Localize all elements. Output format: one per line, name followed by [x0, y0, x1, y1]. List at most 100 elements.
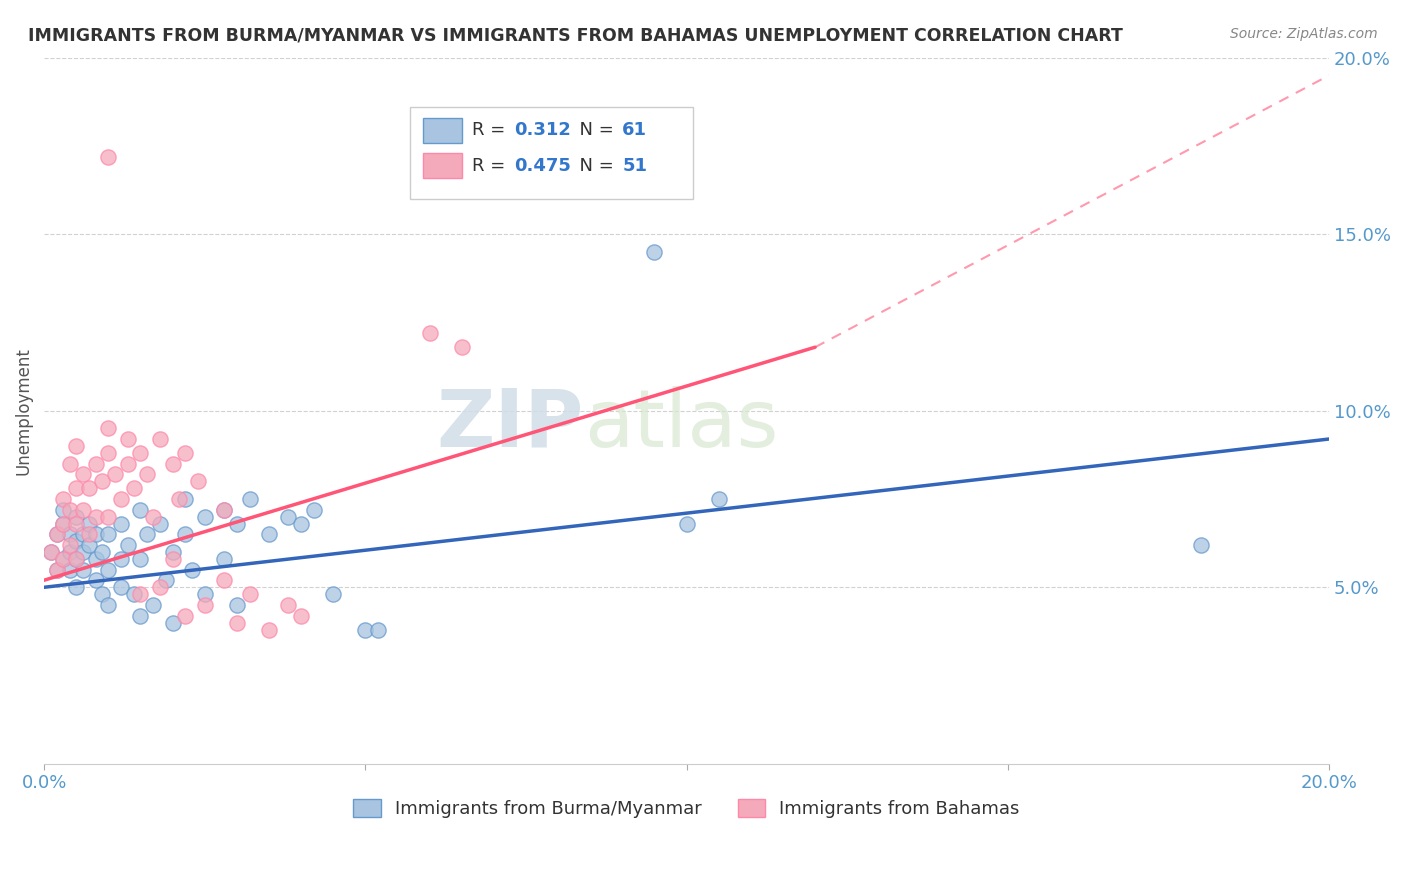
- Point: [162, 457, 184, 471]
- Point: [97, 421, 120, 435]
- Point: [84, 552, 107, 566]
- Point: [129, 502, 152, 516]
- Point: [212, 502, 235, 516]
- Point: [72, 467, 94, 482]
- Text: 61: 61: [623, 121, 647, 139]
- Point: [117, 538, 139, 552]
- Point: [84, 573, 107, 587]
- Text: atlas: atlas: [583, 386, 778, 464]
- Point: [162, 615, 184, 630]
- Point: [59, 563, 82, 577]
- Point: [97, 527, 120, 541]
- Point: [59, 527, 82, 541]
- Point: [167, 491, 190, 506]
- Point: [46, 527, 69, 541]
- Point: [117, 432, 139, 446]
- Point: [97, 598, 120, 612]
- Point: [97, 446, 120, 460]
- Point: [77, 538, 100, 552]
- Point: [110, 552, 132, 566]
- Text: ZIP: ZIP: [437, 386, 583, 464]
- Point: [277, 509, 299, 524]
- Text: 0.312: 0.312: [515, 121, 571, 139]
- Text: R =: R =: [472, 157, 510, 175]
- Point: [52, 552, 75, 566]
- Legend: Immigrants from Burma/Myanmar, Immigrants from Bahamas: Immigrants from Burma/Myanmar, Immigrant…: [346, 791, 1026, 825]
- Y-axis label: Unemployment: Unemployment: [15, 347, 32, 475]
- Text: IMMIGRANTS FROM BURMA/MYANMAR VS IMMIGRANTS FROM BAHAMAS UNEMPLOYMENT CORRELATIO: IMMIGRANTS FROM BURMA/MYANMAR VS IMMIGRA…: [28, 27, 1123, 45]
- Point: [65, 552, 87, 566]
- Point: [174, 608, 197, 623]
- Point: [174, 527, 197, 541]
- Point: [77, 527, 100, 541]
- Point: [91, 545, 114, 559]
- Point: [129, 446, 152, 460]
- Point: [110, 516, 132, 531]
- Point: [91, 475, 114, 489]
- Point: [52, 552, 75, 566]
- Point: [122, 482, 145, 496]
- Text: 51: 51: [623, 157, 647, 175]
- Point: [65, 580, 87, 594]
- Point: [65, 552, 87, 566]
- Point: [129, 608, 152, 623]
- Point: [65, 509, 87, 524]
- Point: [322, 587, 344, 601]
- Point: [77, 516, 100, 531]
- Point: [257, 623, 280, 637]
- Point: [174, 446, 197, 460]
- Point: [97, 563, 120, 577]
- Point: [450, 340, 472, 354]
- Point: [97, 509, 120, 524]
- Point: [367, 623, 389, 637]
- Point: [225, 516, 247, 531]
- Point: [46, 563, 69, 577]
- Text: N =: N =: [568, 157, 620, 175]
- Point: [129, 552, 152, 566]
- Point: [257, 527, 280, 541]
- Text: Source: ZipAtlas.com: Source: ZipAtlas.com: [1230, 27, 1378, 41]
- Point: [180, 563, 202, 577]
- Point: [72, 563, 94, 577]
- Point: [225, 598, 247, 612]
- Point: [84, 457, 107, 471]
- Point: [142, 598, 165, 612]
- Point: [155, 573, 177, 587]
- Point: [239, 587, 262, 601]
- Point: [290, 516, 312, 531]
- Point: [122, 587, 145, 601]
- Point: [135, 467, 157, 482]
- Point: [194, 509, 217, 524]
- Point: [65, 534, 87, 549]
- Point: [149, 580, 172, 594]
- Point: [302, 502, 325, 516]
- Point: [59, 545, 82, 559]
- Point: [117, 457, 139, 471]
- Point: [239, 491, 262, 506]
- Point: [39, 545, 62, 559]
- Point: [46, 563, 69, 577]
- Point: [149, 516, 172, 531]
- Point: [277, 598, 299, 612]
- Point: [187, 475, 209, 489]
- Point: [194, 587, 217, 601]
- Point: [84, 509, 107, 524]
- Point: [91, 587, 114, 601]
- Point: [84, 527, 107, 541]
- Point: [212, 552, 235, 566]
- Point: [59, 457, 82, 471]
- Text: 0.475: 0.475: [515, 157, 571, 175]
- Bar: [423, 118, 461, 143]
- Point: [59, 502, 82, 516]
- Point: [419, 326, 441, 340]
- Point: [59, 538, 82, 552]
- Point: [135, 527, 157, 541]
- Point: [162, 545, 184, 559]
- Point: [290, 608, 312, 623]
- Point: [1189, 538, 1212, 552]
- Point: [110, 491, 132, 506]
- Point: [142, 509, 165, 524]
- Point: [212, 502, 235, 516]
- Point: [97, 149, 120, 163]
- Point: [65, 482, 87, 496]
